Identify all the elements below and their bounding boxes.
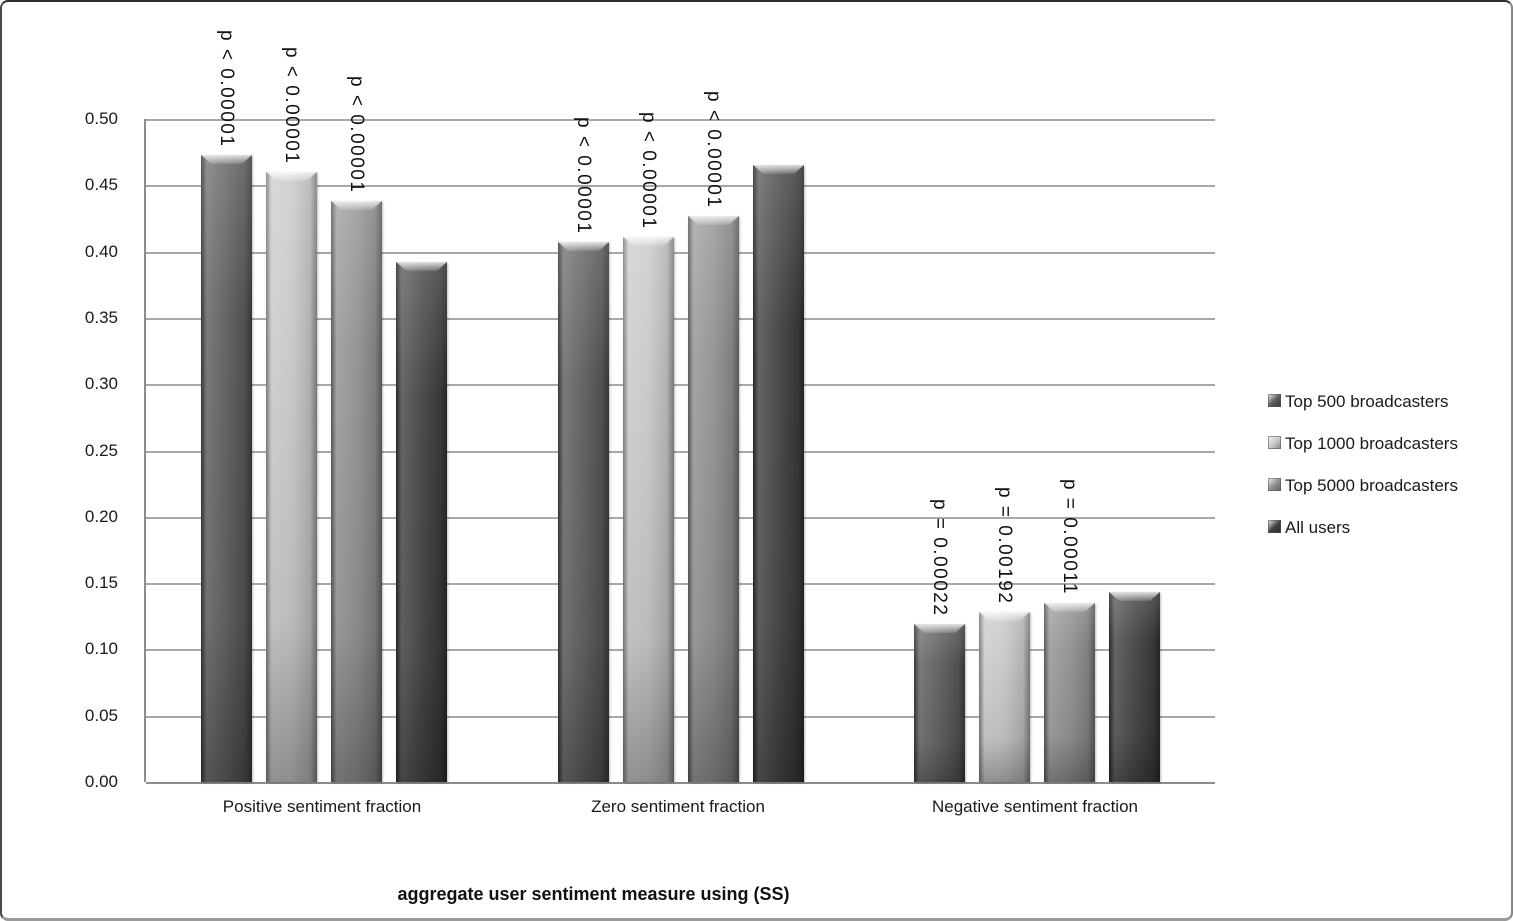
- legend-item: Top 500 broadcasters: [1268, 392, 1458, 411]
- bar: p = 0.00011: [1044, 479, 1095, 782]
- gridline: [146, 649, 1215, 651]
- y-tick-label: 0.35: [84, 308, 118, 327]
- bar: p < 0.00001: [201, 30, 252, 782]
- bar: p < 0.00001: [558, 117, 609, 782]
- y-tick-label: 0.40: [84, 242, 118, 261]
- p-value-label: p < 0.00001: [638, 111, 659, 229]
- bar: [1109, 592, 1160, 782]
- y-tick-label: 0.05: [84, 706, 118, 725]
- y-tick-label: 0.10: [84, 639, 118, 658]
- legend: Top 500 broadcasters Top 1000 broadcaster…: [1268, 392, 1458, 560]
- p-value-label: p = 0.00011: [1059, 479, 1080, 595]
- x-axis-title: aggregate user sentiment measure using (…: [397, 884, 790, 904]
- y-tick-label: 0.30: [84, 374, 118, 393]
- legend-label: Top 500 broadcasters: [1285, 392, 1449, 411]
- legend-item: Top 1000 broadcasters: [1268, 434, 1458, 453]
- y-tick-label: 0.45: [84, 175, 118, 194]
- y-tick-label: 0.00: [84, 772, 118, 791]
- bar: p < 0.00001: [266, 47, 317, 782]
- legend-item: Top 5000 broadcasters: [1268, 476, 1458, 495]
- p-value-label: p = 0.00192: [994, 486, 1015, 604]
- p-value-label: p < 0.00001: [281, 46, 302, 164]
- bar: p < 0.00001: [331, 76, 382, 782]
- bar: p = 0.00192: [979, 487, 1030, 782]
- bar: p = 0.00022: [914, 499, 965, 782]
- bar: [396, 262, 447, 782]
- legend-swatch-icon: [1268, 436, 1281, 449]
- p-value-label: p < 0.00001: [573, 116, 594, 234]
- gridline: [146, 583, 1215, 585]
- legend-label: All users: [1285, 518, 1351, 537]
- p-value-label: p = 0.00022: [929, 498, 950, 616]
- p-value-label: p < 0.00001: [703, 90, 724, 208]
- bar: p < 0.00001: [623, 112, 674, 782]
- legend-swatch-icon: [1268, 394, 1281, 407]
- category-label: Zero sentiment fraction: [591, 797, 765, 816]
- y-tick-label: 0.15: [84, 573, 118, 592]
- y-tick-label: 0.25: [84, 441, 118, 460]
- gridline: [146, 384, 1215, 386]
- p-value-label: p < 0.00001: [216, 29, 237, 147]
- gridline: [146, 517, 1215, 519]
- plot-area: p < 0.00001 p < 0.00001 p < 0.00001 p < 0.0…: [144, 30, 1215, 784]
- category-label: Negative sentiment fraction: [932, 797, 1138, 816]
- legend-label: Top 1000 broadcasters: [1285, 434, 1458, 453]
- y-tick-label: 0.50: [84, 109, 118, 128]
- gridline: [146, 185, 1215, 187]
- legend-item: All users: [1268, 518, 1458, 537]
- gridline: [146, 119, 1215, 121]
- legend-swatch-icon: [1268, 520, 1281, 533]
- bar: [753, 165, 804, 782]
- gridline: [146, 716, 1215, 718]
- legend-swatch-icon: [1268, 478, 1281, 491]
- bar: p < 0.00001: [688, 91, 739, 782]
- category-label: Positive sentiment fraction: [222, 797, 422, 816]
- gridline: [146, 252, 1215, 254]
- gridline: [146, 451, 1215, 453]
- gridline: [146, 318, 1215, 320]
- x-axis-line: [146, 782, 1215, 784]
- legend-label: Top 5000 broadcasters: [1285, 476, 1458, 495]
- y-tick-label: 0.20: [84, 507, 118, 526]
- p-value-label: p < 0.00001: [346, 75, 367, 193]
